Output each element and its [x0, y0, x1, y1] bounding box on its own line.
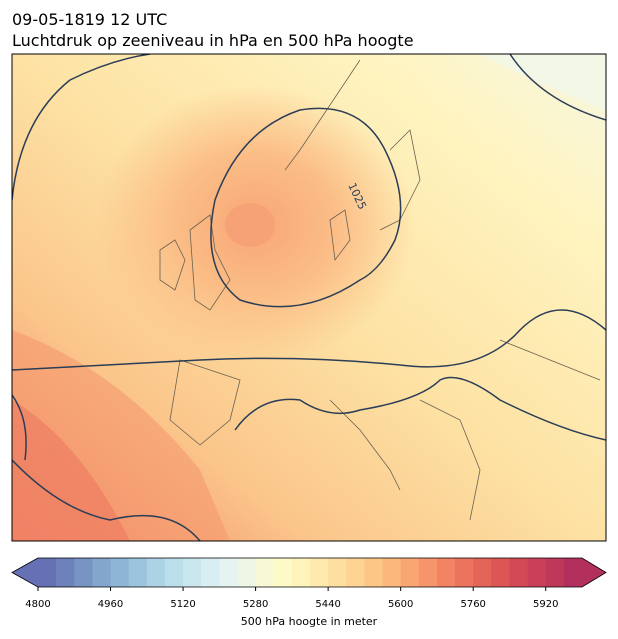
coastline	[159, 59, 601, 521]
isobar	[12, 54, 151, 201]
colorbar-segment	[183, 558, 202, 587]
title-line: 09-05-1819 12 UTC	[12, 10, 167, 29]
map: 1025	[12, 54, 606, 541]
colorbar-segment	[455, 558, 474, 587]
colorbar-segment	[201, 558, 220, 587]
colorbar-tick-label: 5760	[460, 599, 485, 610]
colorbar-label: 500 hPa hoogte in meter	[241, 615, 378, 628]
colorbar-segment	[473, 558, 492, 587]
isobar	[12, 394, 27, 461]
colorbar-tick-label: 5440	[315, 599, 340, 610]
colorbar-extension	[12, 558, 38, 587]
colorbar-segment	[382, 558, 402, 587]
colorbar-segment	[237, 558, 257, 587]
colorbar-segment	[92, 558, 112, 587]
isobar	[12, 309, 606, 371]
colorbar-segment	[328, 558, 347, 587]
colorbar-segment	[527, 558, 547, 587]
colorbar-segment	[255, 558, 275, 587]
colorbar-segment	[146, 558, 166, 587]
colorbar-segment	[400, 558, 420, 587]
colorbar-segment	[128, 558, 148, 587]
isobar	[509, 54, 606, 121]
colorbar-segment	[291, 558, 311, 587]
colorbar-segment	[418, 558, 438, 587]
colorbar-frame	[11, 557, 607, 588]
isobar	[210, 107, 402, 308]
colorbar-segment	[273, 558, 293, 587]
colorbar-segment	[346, 558, 365, 587]
colorbar-tick-label: 5280	[243, 599, 268, 610]
colorbar-segment	[436, 558, 456, 587]
colorbar-tick-label: 5600	[388, 599, 413, 610]
colorbar: 4800 4960 5120 5280 5440 5600 5760 5920	[11, 557, 607, 610]
colorbar-segment	[110, 558, 130, 587]
height-field	[480, 54, 606, 110]
colorbar-segment	[509, 558, 529, 587]
colorbar-tick-label: 4960	[98, 599, 123, 610]
height-field	[225, 203, 275, 247]
colorbar-segment	[74, 558, 93, 587]
colorbar-tick-label: 5120	[170, 599, 195, 610]
colorbar-segment	[219, 558, 238, 587]
colorbar-segment	[545, 558, 565, 587]
colorbar-segment	[563, 558, 583, 587]
colorbar-segment	[310, 558, 329, 587]
colorbar-tick-label: 4800	[25, 599, 50, 610]
height-field	[12, 400, 130, 541]
title-line: Luchtdruk op zeeniveau in hPa en 500 hPa…	[12, 31, 414, 50]
colorbar-tick-label: 5920	[533, 599, 558, 610]
colorbar-segment	[491, 558, 510, 587]
colorbar-extension	[582, 558, 606, 587]
isobar	[12, 459, 201, 541]
colorbar-segment	[56, 558, 75, 587]
isobar	[234, 376, 606, 441]
map-frame	[11, 53, 607, 542]
colorbar-segment	[364, 558, 384, 587]
colorbar-segment	[38, 558, 57, 587]
colorbar-segment	[164, 558, 184, 587]
